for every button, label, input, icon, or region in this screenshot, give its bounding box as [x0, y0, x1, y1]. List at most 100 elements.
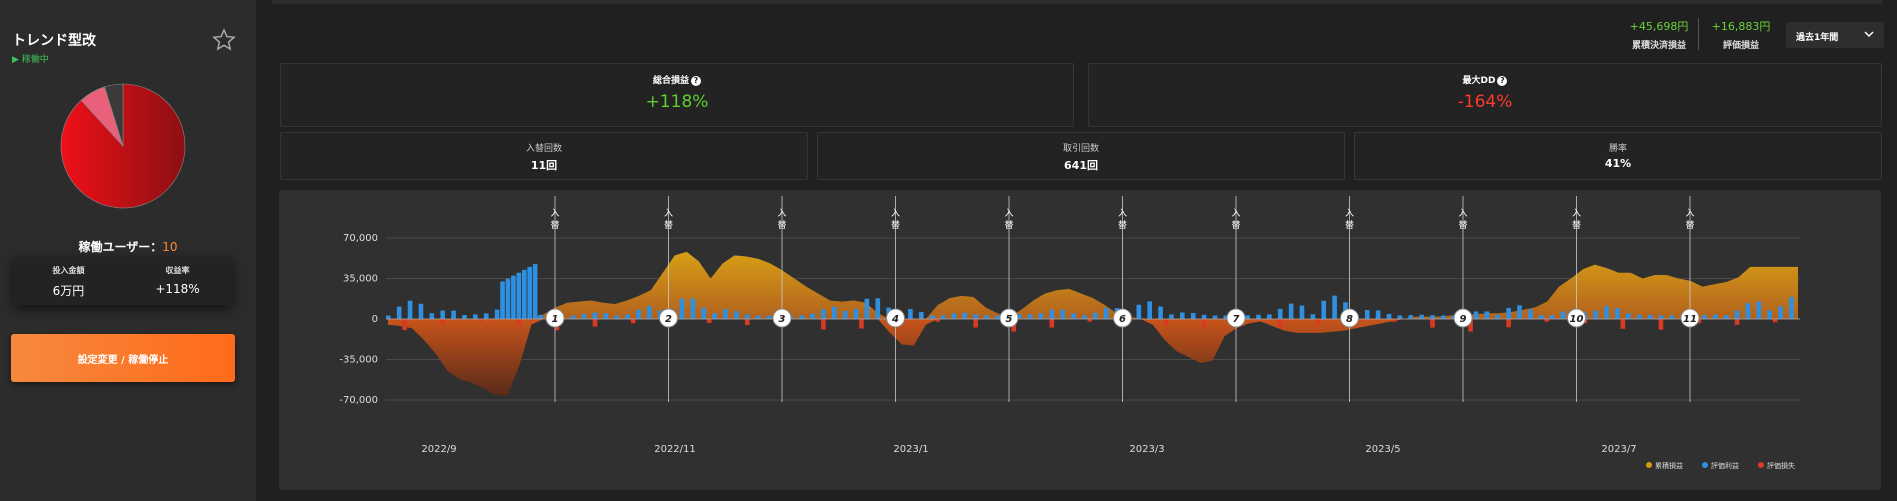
swap-label: 替 [1004, 219, 1013, 231]
winrate-label: 勝率 [1608, 144, 1627, 154]
x-tick-label: 2023/1 [893, 444, 928, 455]
unrealized-profit-bar [1517, 305, 1522, 319]
unrealized-profit-bar [1408, 315, 1414, 319]
unrealized-profit-bar [984, 315, 989, 319]
swap-marker-circle [1567, 308, 1586, 328]
unrealized-profit-bar [821, 309, 826, 319]
settings-stop-button[interactable]: 設定変更 / 稼働停止 [11, 334, 235, 382]
swap-marker-circle [999, 308, 1019, 328]
unrealized-profit-bar [1528, 309, 1533, 319]
question-circle-icon[interactable]: ? [691, 75, 701, 86]
unrealized-profit-bar [1615, 308, 1620, 319]
return-col: 収益率 +118% [123, 265, 232, 296]
unrealized-profit-bar [1332, 295, 1337, 319]
unrealized-loss-bar [1315, 319, 1321, 326]
swap-label: 替 [550, 219, 559, 231]
star-outline-icon[interactable] [212, 28, 236, 52]
unrealized-profit-bar [1789, 296, 1794, 319]
unrealized-profit-bar [723, 309, 728, 319]
pie-slice [104, 83, 124, 147]
winrate-card: 勝率 41% [1354, 132, 1882, 180]
unrealized-profit-bar [570, 315, 576, 319]
swap-label: 替 [777, 219, 786, 231]
unrealized-loss-bar [973, 319, 978, 328]
unrealized-profit-bar [418, 303, 424, 319]
total-pl-card: 総合損益? +118% [280, 63, 1074, 127]
unrealized-loss-bar [706, 319, 712, 323]
legend-label: 評価損失 [1767, 461, 1795, 470]
period-value: 過去1年間 [1796, 33, 1839, 43]
unrealized-loss-bar [402, 319, 407, 331]
unrealized-profit-bar [647, 306, 652, 319]
swap-marker-circle [1680, 308, 1700, 328]
investment-value: 6万円 [52, 284, 85, 298]
unrealized-profit-bar [766, 315, 772, 319]
unrealized-value: +16,883円 [1711, 20, 1771, 33]
return-label: 収益率 [165, 266, 190, 275]
swap-marker-circle [1453, 308, 1473, 328]
swap-marker-number: 5 [1006, 314, 1013, 325]
cumulative-area-positive [388, 251, 1798, 319]
swap-marker-number: 4 [891, 314, 899, 325]
unrealized-profit-bar [1299, 305, 1305, 319]
chevron-down-icon [1864, 31, 1874, 38]
unrealized-profit-bar [636, 309, 641, 319]
trades-card: 取引回数 641回 [817, 132, 1345, 180]
unrealized-loss-bar [744, 319, 750, 326]
unrealized-profit-bar [396, 306, 402, 319]
chart-container: 70,000 35,000 0 -35,000 -70,000 入替 1 入替 2 入替 3 入替 4 入… [279, 190, 1881, 490]
unrealized-profit-bar [962, 312, 968, 319]
legend-swatch [1702, 462, 1708, 468]
unrealized-profit-bar [875, 298, 881, 319]
y-tick-label: -70,000 [339, 395, 378, 406]
unrealized-profit-bar [1082, 315, 1087, 319]
unrealized-profit-bar [1538, 315, 1544, 319]
unrealized-profit-bar [1169, 314, 1174, 319]
unrealized-profit-bar [407, 300, 413, 319]
unrealized-profit-bar [1658, 315, 1664, 319]
unrealized-profit-bar [1636, 314, 1642, 319]
unrealized-profit-bar [532, 264, 538, 319]
unrealized-profit-bar [1778, 306, 1783, 319]
unrealized-profit-bar [1223, 315, 1229, 319]
unrealized-loss-bar [1163, 319, 1169, 327]
unrealized-profit-bar [1049, 309, 1055, 319]
period-select[interactable]: 過去1年間 [1786, 22, 1884, 48]
swap-marker-number: 10 [1570, 314, 1584, 325]
unrealized-profit-bar [1756, 301, 1762, 319]
unrealized-profit-bar [1190, 312, 1196, 319]
swap-marker-number: 1 [552, 314, 559, 325]
y-tick-label: -35,000 [339, 355, 378, 366]
swap-label: 入 [1004, 208, 1013, 219]
unrealized-profit-bar [1506, 307, 1511, 319]
swap-marker-circle [1113, 308, 1132, 328]
unrealized-profit-bar [1103, 307, 1109, 319]
unrealized-profit-bar [831, 306, 837, 319]
unrealized-profit-bar [929, 315, 935, 319]
unrealized-loss-bar [1658, 319, 1664, 330]
unrealized-profit-bar [679, 298, 685, 319]
swap-marker-circle [659, 308, 678, 328]
unrealized-profit-bar [734, 311, 739, 319]
unrealized-profit-bar [1038, 313, 1044, 319]
question-circle-icon[interactable]: ? [1497, 75, 1508, 86]
unrealized-profit-bar [1495, 314, 1501, 319]
unrealized-profit-bar [1625, 313, 1631, 319]
pl-chart: 70,000 35,000 0 -35,000 -70,000 入替 1 入替 2 入替 3 入替 4 入… [339, 196, 1800, 470]
unrealized-loss-bar [935, 319, 940, 322]
swap-label: 替 [664, 219, 673, 231]
unrealized-profit-bar [521, 269, 527, 319]
swap-marker-number: 2 [665, 314, 672, 325]
unrealized-profit-bar [995, 315, 1000, 319]
unrealized-profit-bar [1386, 313, 1392, 319]
swap-label: 入 [1572, 208, 1581, 219]
x-tick-label: 2022/11 [654, 444, 696, 455]
unrealized-profit-bar [527, 266, 533, 319]
swap-marker-circle [772, 308, 792, 328]
swap-label: 入 [1458, 208, 1467, 219]
realized-label: 累積決済損益 [1631, 41, 1686, 51]
unrealized-profit-bar [451, 310, 456, 319]
swap-marker-circle [545, 308, 565, 328]
trades-label: 取引回数 [1062, 144, 1099, 154]
swap-label: 入 [1231, 208, 1240, 219]
